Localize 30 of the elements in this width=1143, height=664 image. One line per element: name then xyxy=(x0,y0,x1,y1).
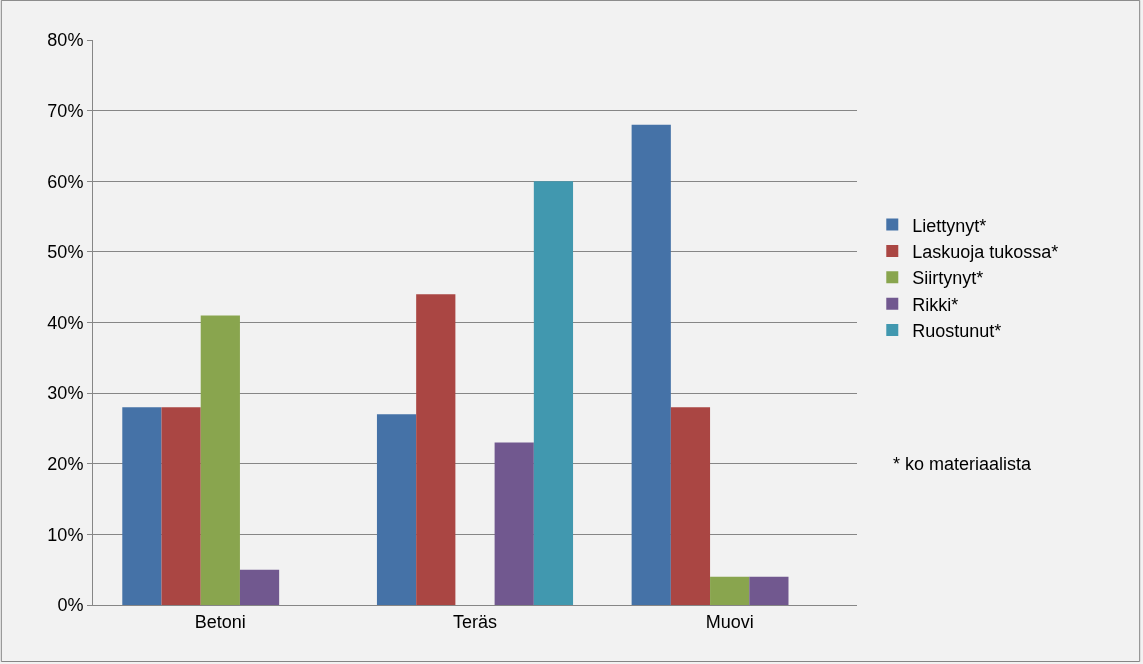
y-tick-label: 70% xyxy=(47,100,84,121)
y-tick-label: 50% xyxy=(47,242,84,263)
bar xyxy=(416,294,456,605)
x-tick-label: Betoni xyxy=(194,611,246,632)
legend-label: Ruostunut* xyxy=(912,321,1002,342)
y-tick-label: 80% xyxy=(47,30,84,51)
y-tick-label: 10% xyxy=(47,524,84,545)
bar xyxy=(710,576,750,605)
bar xyxy=(631,124,671,605)
legend-label: Siirtynyt* xyxy=(912,268,984,289)
y-tick-label: 30% xyxy=(47,383,84,404)
bar xyxy=(239,569,280,605)
legend-label: Rikki* xyxy=(912,294,959,315)
y-tick-label: 40% xyxy=(47,312,84,333)
x-tick-label: Muovi xyxy=(705,611,754,632)
y-tick-label: 60% xyxy=(47,171,84,192)
bar xyxy=(122,407,162,605)
bar xyxy=(376,414,417,605)
legend-label: Laskuoja tukossa* xyxy=(912,241,1059,262)
y-tick-label: 20% xyxy=(47,454,84,475)
legend-label: Liettynyt* xyxy=(912,215,987,236)
bar xyxy=(670,407,711,605)
bar xyxy=(494,442,534,605)
x-tick-label: Teräs xyxy=(452,611,498,632)
bar xyxy=(749,576,789,605)
y-tick-label: 0% xyxy=(57,595,84,616)
bar xyxy=(200,315,240,605)
text: * ko materiaalista xyxy=(893,454,1033,474)
bar xyxy=(161,407,201,605)
bar xyxy=(533,181,574,605)
